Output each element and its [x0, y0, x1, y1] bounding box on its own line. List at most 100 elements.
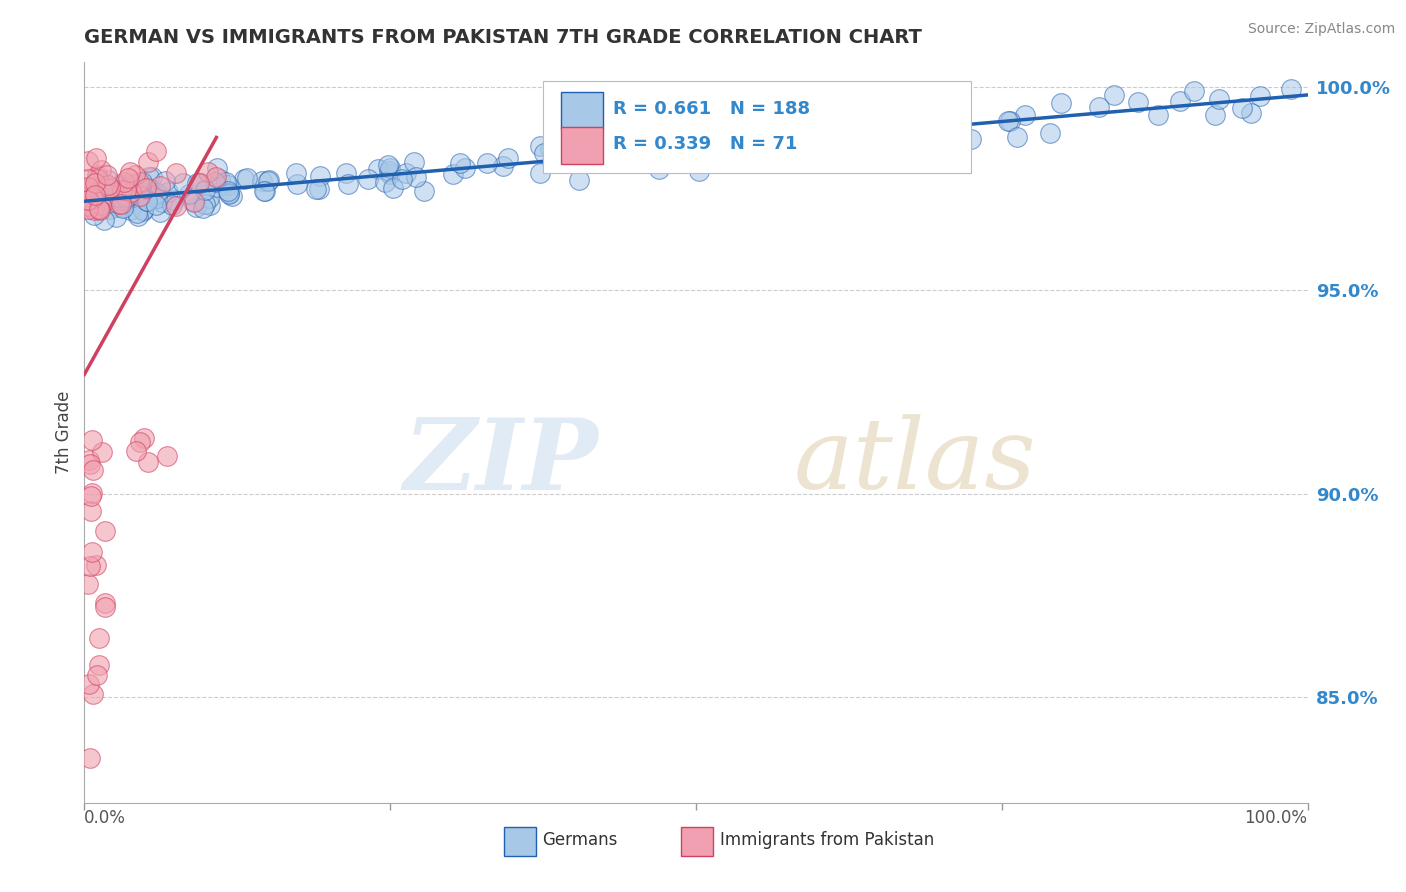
- Point: [120, 185, 142, 199]
- Point: [96, 187, 118, 202]
- Point: [187, 176, 209, 190]
- Point: [793, 125, 815, 139]
- Point: [1182, 84, 1205, 98]
- Point: [93, 213, 115, 227]
- Point: [149, 178, 172, 193]
- Point: [165, 199, 187, 213]
- Point: [136, 455, 159, 469]
- Point: [131, 175, 153, 189]
- Point: [853, 117, 876, 131]
- Point: [780, 135, 803, 149]
- Point: [97, 178, 120, 192]
- Point: [128, 183, 150, 197]
- Point: [110, 178, 132, 193]
- Point: [77, 182, 100, 196]
- Point: [574, 153, 596, 167]
- Point: [217, 178, 239, 193]
- Point: [1230, 102, 1253, 116]
- Text: R = 0.339   N = 71: R = 0.339 N = 71: [613, 135, 797, 153]
- Point: [96, 169, 118, 183]
- Point: [395, 166, 418, 180]
- Point: [391, 172, 413, 186]
- Point: [83, 188, 105, 202]
- Point: [77, 183, 100, 197]
- Text: ZIP: ZIP: [404, 414, 598, 510]
- Point: [77, 202, 100, 216]
- Point: [848, 133, 870, 147]
- Point: [901, 132, 924, 146]
- Point: [205, 169, 228, 184]
- Point: [107, 200, 129, 214]
- Point: [637, 132, 659, 146]
- Point: [135, 194, 157, 209]
- Point: [305, 182, 328, 196]
- Point: [83, 203, 105, 218]
- Point: [141, 190, 163, 204]
- Point: [87, 632, 110, 646]
- Point: [108, 190, 131, 204]
- Point: [118, 178, 141, 193]
- Point: [83, 208, 105, 222]
- Point: [90, 198, 112, 212]
- Text: Germans: Germans: [541, 830, 617, 849]
- Point: [1050, 95, 1073, 110]
- Point: [775, 122, 797, 136]
- Point: [146, 191, 169, 205]
- Point: [496, 151, 519, 165]
- Point: [97, 173, 120, 187]
- Point: [83, 176, 105, 190]
- Point: [145, 197, 167, 211]
- Point: [128, 176, 150, 190]
- Point: [156, 449, 179, 463]
- Point: [727, 135, 749, 149]
- Point: [491, 159, 513, 173]
- Point: [82, 433, 104, 447]
- Point: [84, 558, 107, 573]
- Point: [1279, 82, 1302, 96]
- Point: [135, 181, 157, 195]
- Point: [402, 155, 425, 169]
- Point: [405, 169, 427, 184]
- Point: [110, 193, 132, 207]
- Point: [86, 667, 108, 681]
- Point: [108, 197, 131, 211]
- Point: [96, 182, 118, 196]
- Point: [533, 146, 555, 161]
- Point: [104, 210, 127, 224]
- Point: [145, 144, 167, 158]
- Point: [617, 154, 640, 169]
- Point: [1208, 93, 1230, 107]
- Point: [127, 209, 149, 223]
- Point: [538, 142, 561, 156]
- Point: [112, 176, 135, 190]
- Point: [115, 183, 138, 197]
- Point: [190, 176, 212, 190]
- Point: [475, 156, 498, 170]
- Point: [1088, 99, 1111, 113]
- Point: [94, 524, 117, 538]
- Point: [666, 139, 689, 153]
- Point: [117, 171, 139, 186]
- Point: [90, 445, 112, 459]
- Point: [82, 463, 104, 477]
- Point: [125, 178, 148, 193]
- Point: [153, 174, 176, 188]
- Point: [197, 165, 219, 179]
- Point: [830, 129, 852, 144]
- Point: [125, 443, 148, 458]
- Point: [699, 120, 721, 135]
- Point: [284, 166, 307, 180]
- Point: [115, 183, 138, 197]
- Point: [79, 198, 101, 212]
- Point: [104, 180, 127, 194]
- Point: [374, 175, 396, 189]
- Point: [783, 144, 806, 158]
- Point: [380, 161, 402, 176]
- Point: [186, 176, 208, 190]
- Point: [382, 181, 405, 195]
- Point: [80, 183, 103, 197]
- Point: [184, 200, 207, 214]
- Point: [253, 184, 276, 198]
- Point: [911, 128, 934, 143]
- Point: [139, 182, 162, 196]
